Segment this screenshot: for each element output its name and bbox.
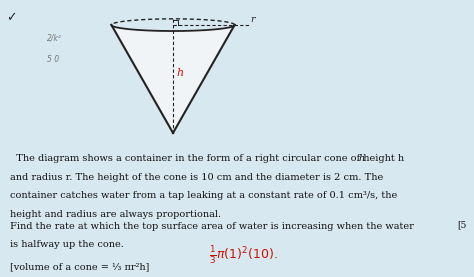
Text: h: h — [176, 68, 183, 78]
Text: ✓: ✓ — [6, 11, 16, 24]
Text: Find the rate at which the top surface area of water is increasing when the wate: Find the rate at which the top surface a… — [10, 222, 414, 230]
Text: container catches water from a tap leaking at a constant rate of 0.1 cm³/s, the: container catches water from a tap leaki… — [10, 191, 398, 200]
Text: [5: [5 — [457, 220, 467, 229]
Text: and radius r. The height of the cone is 10 cm and the diameter is 2 cm. The: and radius r. The height of the cone is … — [10, 173, 383, 181]
Text: 2/k²: 2/k² — [47, 33, 62, 42]
Text: $\frac{1}{3}\pi(1)^2(10).$: $\frac{1}{3}\pi(1)^2(10).$ — [209, 244, 277, 266]
Text: The diagram shows a container in the form of a right circular cone of height h: The diagram shows a container in the for… — [10, 154, 404, 163]
Polygon shape — [111, 25, 235, 133]
Text: height and radius are always proportional.: height and radius are always proportiona… — [10, 210, 221, 219]
Text: r: r — [250, 15, 255, 24]
Text: h: h — [359, 154, 365, 163]
Text: [volume of a cone = ¹⁄₃ πr²h]: [volume of a cone = ¹⁄₃ πr²h] — [10, 262, 150, 271]
Text: 5 0: 5 0 — [47, 55, 60, 64]
Text: is halfway up the cone.: is halfway up the cone. — [10, 240, 124, 249]
